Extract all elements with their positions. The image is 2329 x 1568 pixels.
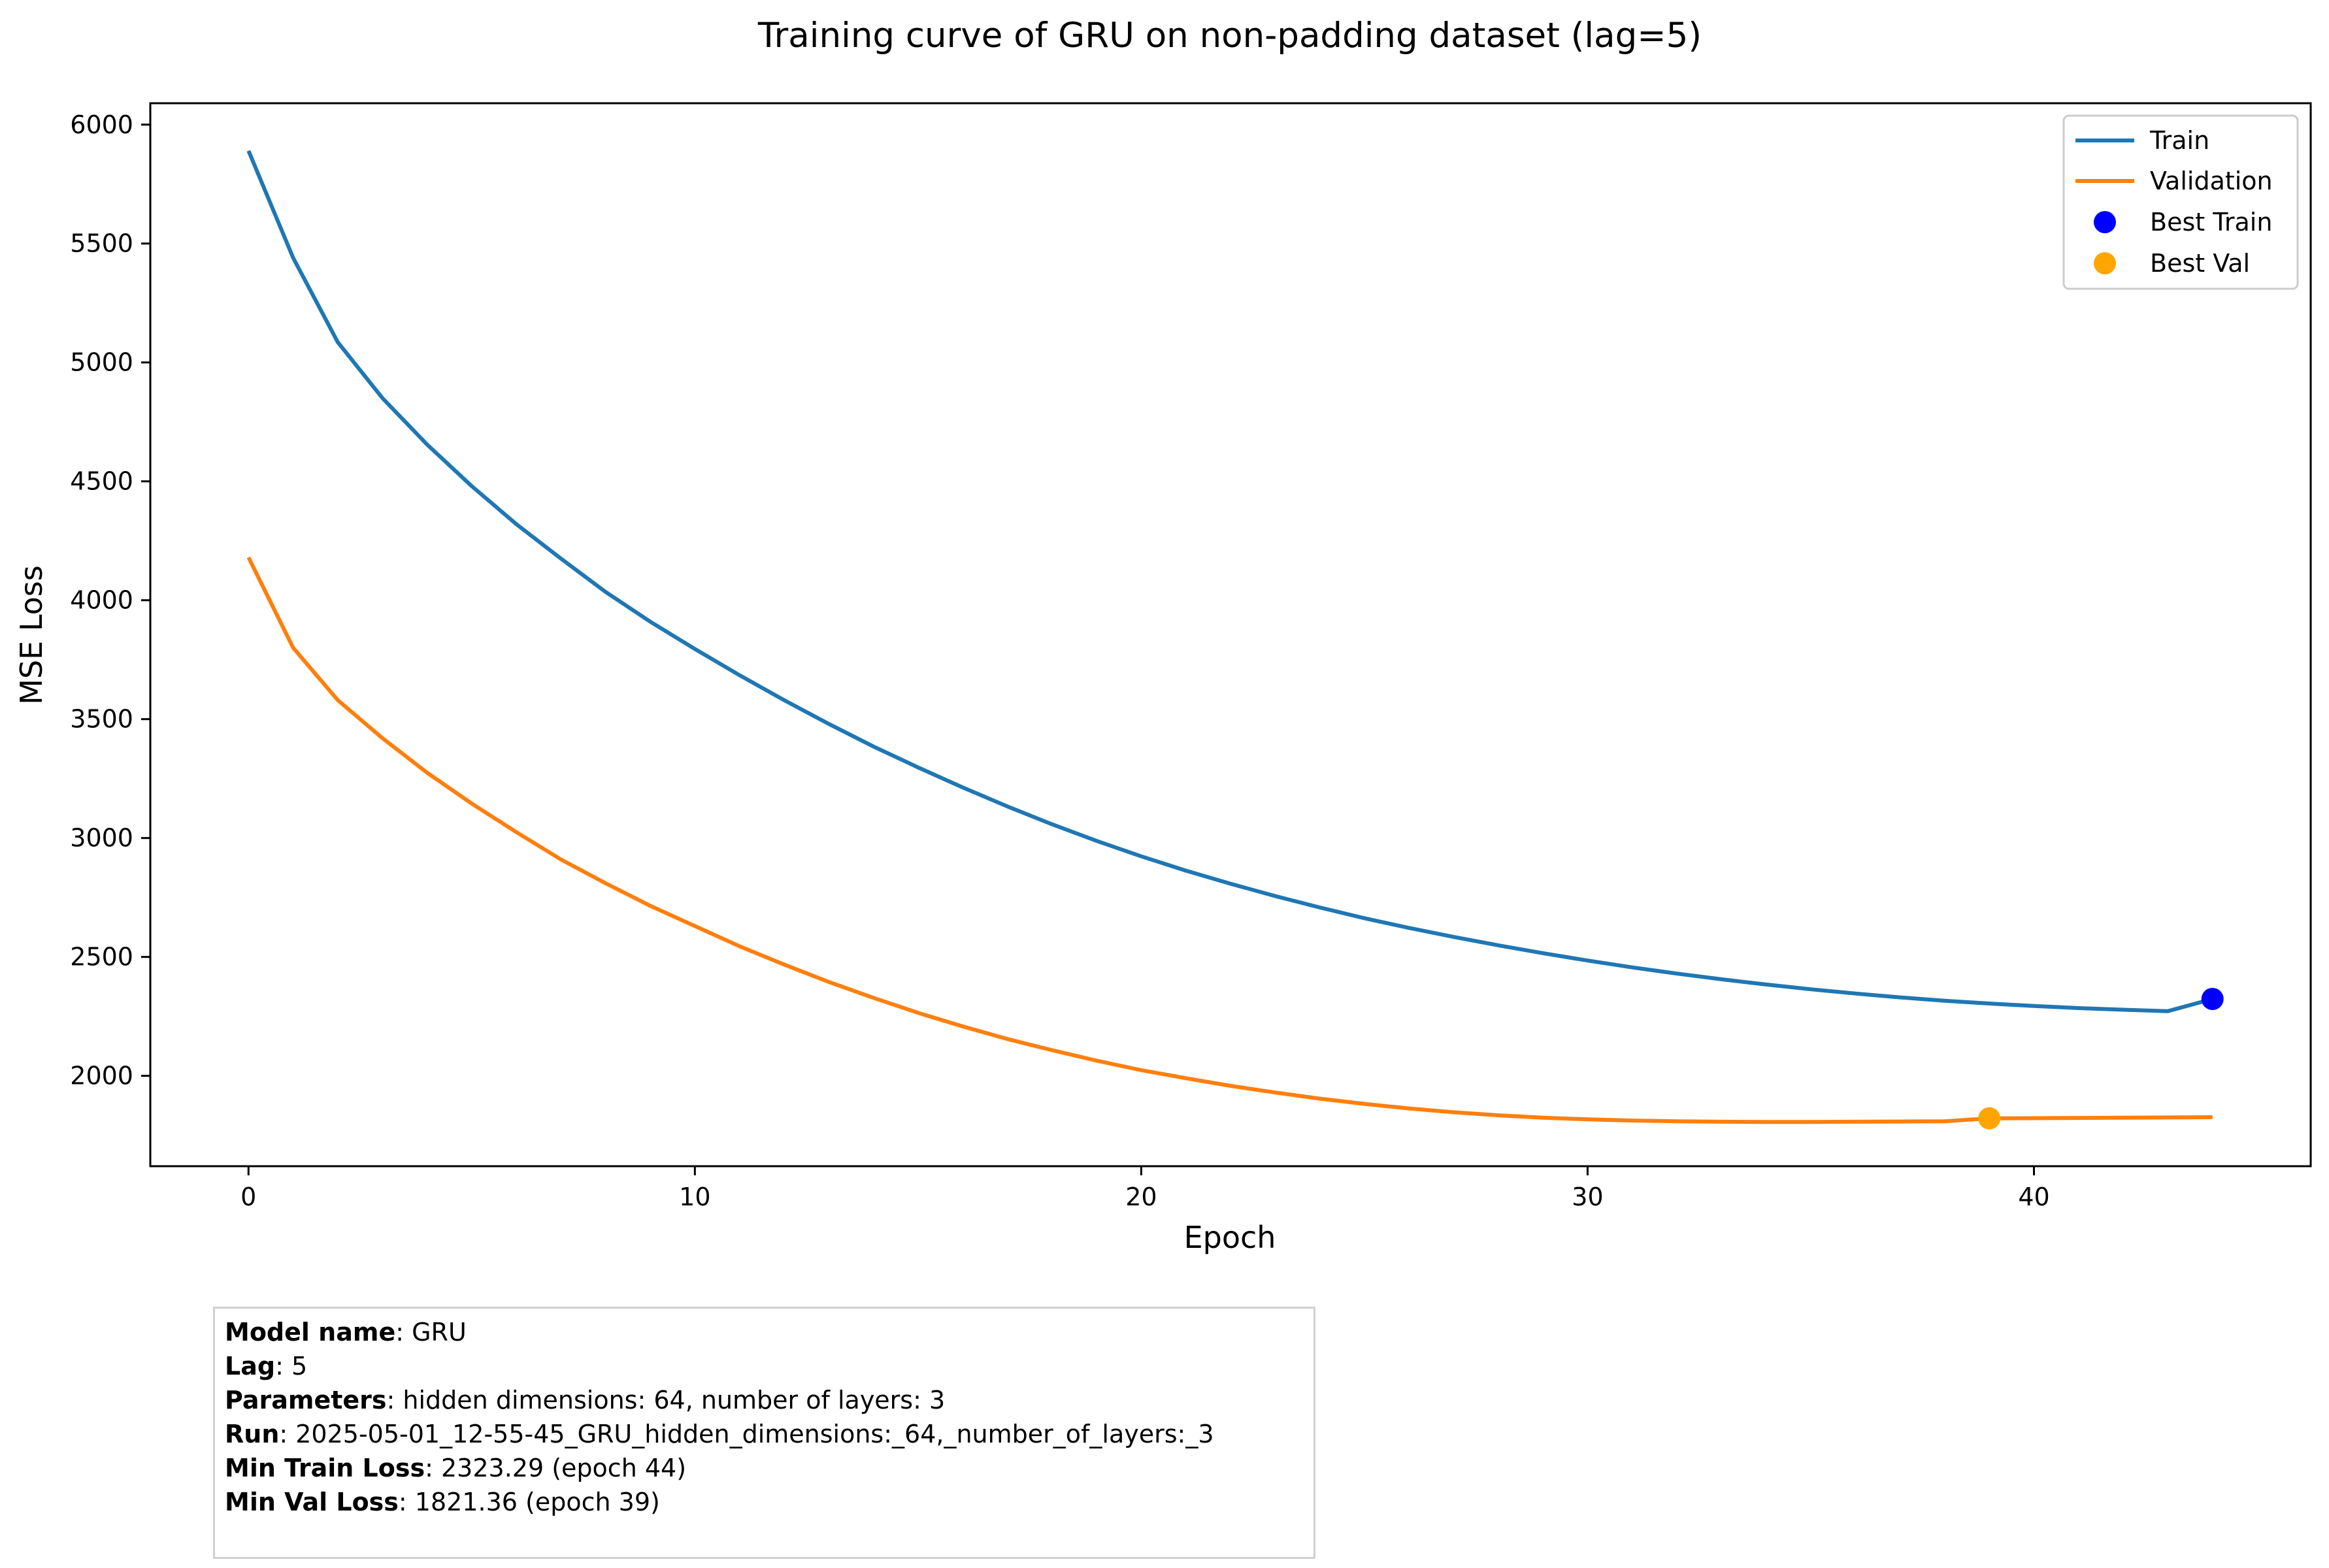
legend-best-train-label: Best Train bbox=[2150, 208, 2272, 237]
x-tick-label: 40 bbox=[2018, 1183, 2049, 1211]
info-run: Run: 2025-05-01_12-55-45_GRU_hidden_dime… bbox=[225, 1417, 1304, 1451]
chart-title: Training curve of GRU on non-padding dat… bbox=[757, 16, 1702, 56]
legend-best-val-marker bbox=[2094, 252, 2116, 274]
info-min-train-label: Min Train Loss bbox=[225, 1454, 425, 1482]
info-lag: Lag: 5 bbox=[225, 1349, 1304, 1383]
series-layer bbox=[246, 150, 2213, 1124]
info-model-name-value: : GRU bbox=[395, 1318, 467, 1347]
legend-validation-label: Validation bbox=[2150, 167, 2273, 195]
x-axis-label: Epoch bbox=[1184, 1220, 1276, 1255]
y-tick-label: 2500 bbox=[70, 943, 133, 972]
info-model-name-label: Model name bbox=[225, 1318, 396, 1347]
y-tick-label: 6000 bbox=[70, 110, 133, 139]
x-axis-ticks: 0 10 20 30 40 bbox=[240, 1166, 2050, 1211]
y-tick-label: 4500 bbox=[70, 467, 133, 496]
y-tick-label: 5000 bbox=[70, 348, 133, 377]
plot-area bbox=[149, 102, 2312, 1168]
y-tick-label: 5500 bbox=[70, 229, 133, 258]
legend-best-val-label: Best Val bbox=[2150, 249, 2250, 278]
y-tick-label: 4000 bbox=[70, 586, 133, 615]
info-parameters: Parameters: hidden dimensions: 64, numbe… bbox=[225, 1383, 1304, 1417]
y-tick-label: 3000 bbox=[70, 824, 133, 853]
legend-train-label: Train bbox=[2149, 126, 2209, 155]
x-tick-label: 30 bbox=[1572, 1183, 1603, 1211]
x-tick-label: 10 bbox=[679, 1183, 710, 1211]
y-tick-label: 3500 bbox=[70, 705, 133, 734]
y-tick-label: 2000 bbox=[70, 1062, 133, 1090]
x-tick-label: 0 bbox=[240, 1183, 256, 1211]
info-min-val-value: : 1821.36 (epoch 39) bbox=[398, 1488, 660, 1516]
info-model-name: Model name: GRU bbox=[225, 1315, 1304, 1349]
legend-frame bbox=[2062, 114, 2299, 290]
info-run-label: Run bbox=[225, 1420, 280, 1448]
info-min-train-value: : 2323.29 (epoch 44) bbox=[425, 1454, 687, 1482]
info-min-val-loss: Min Val Loss: 1821.36 (epoch 39) bbox=[225, 1485, 1304, 1519]
best-val-marker bbox=[1978, 1107, 2001, 1130]
info-parameters-label: Parameters bbox=[225, 1386, 387, 1414]
legend: Train Validation Best Train Best Val bbox=[2062, 114, 2299, 290]
marker-layer bbox=[1978, 988, 2224, 1130]
info-lag-value: : 5 bbox=[275, 1352, 308, 1380]
best-train-marker bbox=[2201, 988, 2224, 1011]
y-axis-label: MSE Loss bbox=[14, 565, 49, 704]
series-line-train bbox=[246, 150, 2213, 1013]
info-parameters-value: : hidden dimensions: 64, number of layer… bbox=[386, 1386, 946, 1414]
y-axis-ticks: 2000 2500 3000 3500 4000 4500 5000 5500 6000 bbox=[70, 110, 150, 1090]
legend-best-train-marker bbox=[2094, 211, 2116, 233]
series-line-validation bbox=[246, 556, 2213, 1124]
x-tick-label: 20 bbox=[1125, 1183, 1157, 1211]
info-min-val-label: Min Val Loss bbox=[225, 1488, 399, 1516]
info-run-value: : 2025-05-01_12-55-45_GRU_hidden_dimensi… bbox=[279, 1420, 1214, 1448]
run-info-box: Model name: GRU Lag: 5 Parameters: hidde… bbox=[213, 1307, 1315, 1559]
info-min-train-loss: Min Train Loss: 2323.29 (epoch 44) bbox=[225, 1451, 1304, 1485]
info-lag-label: Lag bbox=[225, 1352, 276, 1380]
